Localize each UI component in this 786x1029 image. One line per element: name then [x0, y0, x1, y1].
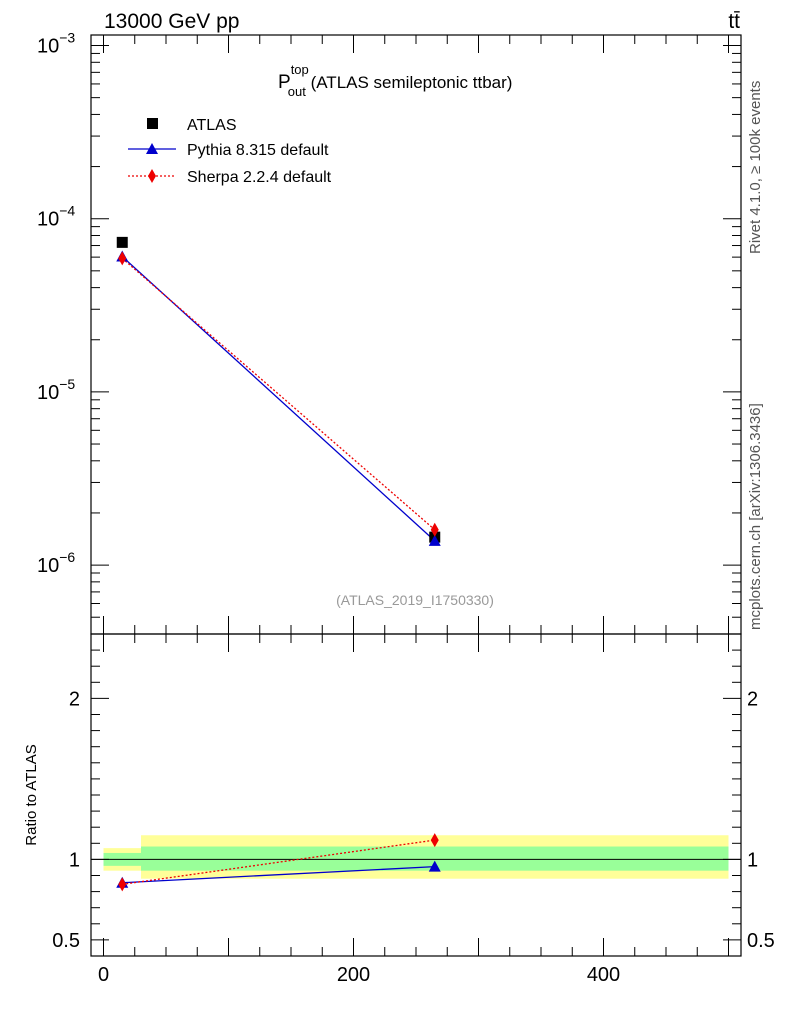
upper-ytick-label-exp: −3	[59, 30, 75, 46]
lower-xtick-label: 0	[98, 964, 109, 986]
lower-xtick-label: 200	[337, 964, 370, 986]
legend-marker-pythia	[146, 143, 158, 154]
pythia-line	[121, 256, 436, 542]
upper-ytick-label: 10−3	[37, 30, 75, 58]
ratio-series	[91, 833, 741, 892]
ratio-sherpa-point	[430, 833, 439, 848]
title-sub: out	[288, 84, 306, 99]
upper-ytick-label-exp: −6	[59, 549, 75, 565]
legend-label-sherpa: Sherpa 2.2.4 default	[187, 169, 332, 186]
legend-label-pythia: Pythia 8.315 default	[187, 142, 329, 159]
ratio-bands	[103, 835, 729, 879]
header-energy: 13000 GeV pp	[104, 10, 239, 33]
upper-series	[116, 236, 441, 546]
lower-ytick-label-left: 1	[69, 849, 80, 871]
upper-ytick-label-base: 10	[37, 36, 59, 58]
legend-label-atlas: ATLAS	[187, 117, 237, 134]
ratio-sherpa-point	[118, 877, 127, 892]
title-rest: (ATLAS semileptonic ttbar)	[306, 73, 513, 92]
title-main: P	[278, 72, 291, 93]
upper-ytick-label: 10−6	[37, 549, 75, 577]
upper-ytick-label-base: 10	[37, 382, 59, 404]
lower-ytick-label-right: 1	[747, 849, 758, 871]
lower-ytick-label-left: 0.5	[52, 930, 80, 952]
atlas-point	[116, 236, 128, 248]
upper-ytick-label-base: 10	[37, 209, 59, 231]
legend: ATLAS Pythia 8.315 default Sherpa 2.2.4 …	[128, 117, 332, 186]
upper-ytick-label-exp: −4	[59, 203, 75, 219]
lower-xtick-label: 400	[587, 964, 620, 986]
lower-frame	[90, 633, 742, 957]
ratio-pythia-line	[122, 865, 435, 884]
sherpa-point	[430, 522, 439, 537]
sherpa-line	[121, 257, 436, 531]
lower-ytick-label-left: 2	[69, 688, 80, 710]
title-sup: top	[291, 62, 309, 77]
upper-ytick-label-exp: −5	[59, 376, 75, 392]
header-process: tt̄	[728, 10, 740, 33]
mcplots-label: mcplots.cern.ch [arXiv:1306.3436]	[747, 403, 764, 630]
upper-ytick-label-base: 10	[37, 555, 59, 577]
legend-marker-atlas	[147, 118, 158, 129]
ratio-sherpa-line	[122, 839, 435, 885]
upper-ytick-label: 10−4	[37, 203, 75, 231]
analysis-id: (ATLAS_2019_I1750330)	[336, 592, 494, 608]
upper-ytick-label: 10−5	[37, 376, 75, 404]
plot-title: Ptop out (ATLAS semileptonic ttbar)	[278, 62, 512, 99]
ratio-ylabel: Ratio to ATLAS	[23, 744, 40, 845]
pythia-point	[428, 534, 441, 546]
lower-ytick-label-right: 0.5	[747, 930, 775, 952]
rivet-label: Rivet 4.1.0, ≥ 100k events	[747, 81, 764, 254]
lower-ytick-label-right: 2	[747, 688, 758, 710]
legend-marker-sherpa	[148, 169, 156, 183]
ratio-pythia-point	[428, 860, 441, 872]
sherpa-point	[118, 251, 127, 266]
